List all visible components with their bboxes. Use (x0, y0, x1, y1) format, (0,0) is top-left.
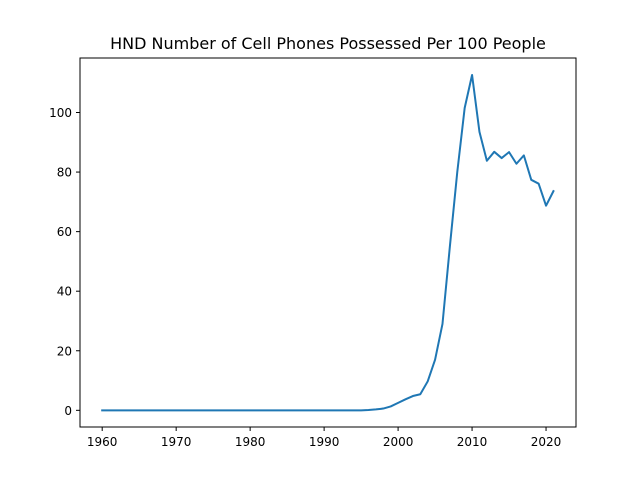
x-tick-label: 1990 (309, 435, 340, 449)
x-tick-label: 1960 (87, 435, 118, 449)
x-tick-label: 2000 (383, 435, 414, 449)
chart-title: HND Number of Cell Phones Possessed Per … (110, 34, 546, 53)
y-tick-label: 80 (57, 166, 72, 180)
series-line (101, 73, 555, 412)
x-tick-label: 1970 (161, 435, 192, 449)
y-tick-label: 100 (49, 106, 72, 120)
axes-frame (79, 57, 577, 428)
y-tick-label: 60 (57, 225, 72, 239)
x-tick-label: 1980 (235, 435, 266, 449)
y-tick-label: 0 (64, 404, 72, 418)
x-tick-label: 2020 (531, 435, 562, 449)
x-tick-label: 2010 (457, 435, 488, 449)
y-tick-label: 20 (57, 344, 72, 358)
plot-area: 1960 1970 1980 1990 2000 2010 2020 0 20 40 60 80 100 (49, 57, 577, 449)
y-tick-label: 40 (57, 285, 72, 299)
